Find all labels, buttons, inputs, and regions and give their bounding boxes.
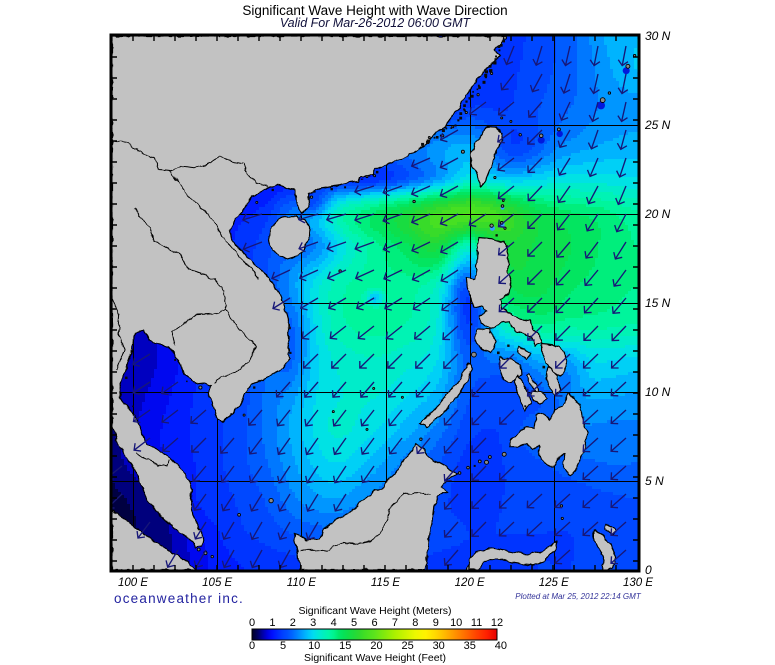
- svg-text:130 E: 130 E: [623, 577, 653, 589]
- svg-text:0: 0: [249, 640, 255, 652]
- svg-text:5: 5: [280, 640, 286, 652]
- svg-text:20: 20: [370, 640, 382, 652]
- svg-text:Valid For Mar-26-2012 06:00 GM: Valid For Mar-26-2012 06:00 GMT: [280, 16, 472, 30]
- svg-text:40: 40: [495, 640, 507, 652]
- svg-text:2: 2: [290, 617, 296, 629]
- svg-text:0: 0: [645, 563, 652, 577]
- svg-text:Significant Wave Height (Feet): Significant Wave Height (Feet): [304, 652, 446, 664]
- svg-text:35: 35: [464, 640, 476, 652]
- svg-text:10: 10: [450, 617, 462, 629]
- svg-text:15 N: 15 N: [645, 296, 671, 310]
- svg-text:8: 8: [412, 617, 418, 629]
- svg-text:4: 4: [331, 617, 337, 629]
- svg-text:30: 30: [433, 640, 445, 652]
- svg-text:115 E: 115 E: [371, 577, 401, 589]
- svg-text:Significant Wave Height (Meter: Significant Wave Height (Meters): [298, 605, 451, 617]
- svg-text:15: 15: [339, 640, 351, 652]
- svg-text:110 E: 110 E: [287, 577, 317, 589]
- svg-text:11: 11: [471, 617, 482, 629]
- svg-text:25 N: 25 N: [644, 118, 671, 132]
- svg-text:25: 25: [401, 640, 413, 652]
- svg-text:5: 5: [351, 617, 357, 629]
- svg-text:30 N: 30 N: [645, 29, 671, 43]
- svg-text:Significant Wave Height with W: Significant Wave Height with Wave Direct…: [242, 3, 507, 18]
- svg-text:0: 0: [249, 617, 255, 629]
- svg-text:6: 6: [371, 617, 377, 629]
- svg-text:120 E: 120 E: [455, 577, 485, 589]
- svg-text:Plotted at Mar 25, 2012 22:14: Plotted at Mar 25, 2012 22:14 GMT: [515, 592, 642, 601]
- svg-text:10: 10: [308, 640, 320, 652]
- svg-text:9: 9: [433, 617, 439, 629]
- svg-text:3: 3: [310, 617, 316, 629]
- svg-text:105 E: 105 E: [202, 577, 232, 589]
- svg-text:oceanweather inc.: oceanweather inc.: [114, 591, 244, 606]
- svg-text:12: 12: [491, 617, 503, 629]
- svg-text:20 N: 20 N: [644, 207, 671, 221]
- svg-text:7: 7: [392, 617, 398, 629]
- svg-text:10 N: 10 N: [645, 385, 671, 399]
- svg-text:1: 1: [269, 617, 275, 629]
- svg-text:125 E: 125 E: [539, 577, 569, 589]
- svg-text:100 E: 100 E: [118, 577, 148, 589]
- svg-text:5 N: 5 N: [645, 474, 664, 488]
